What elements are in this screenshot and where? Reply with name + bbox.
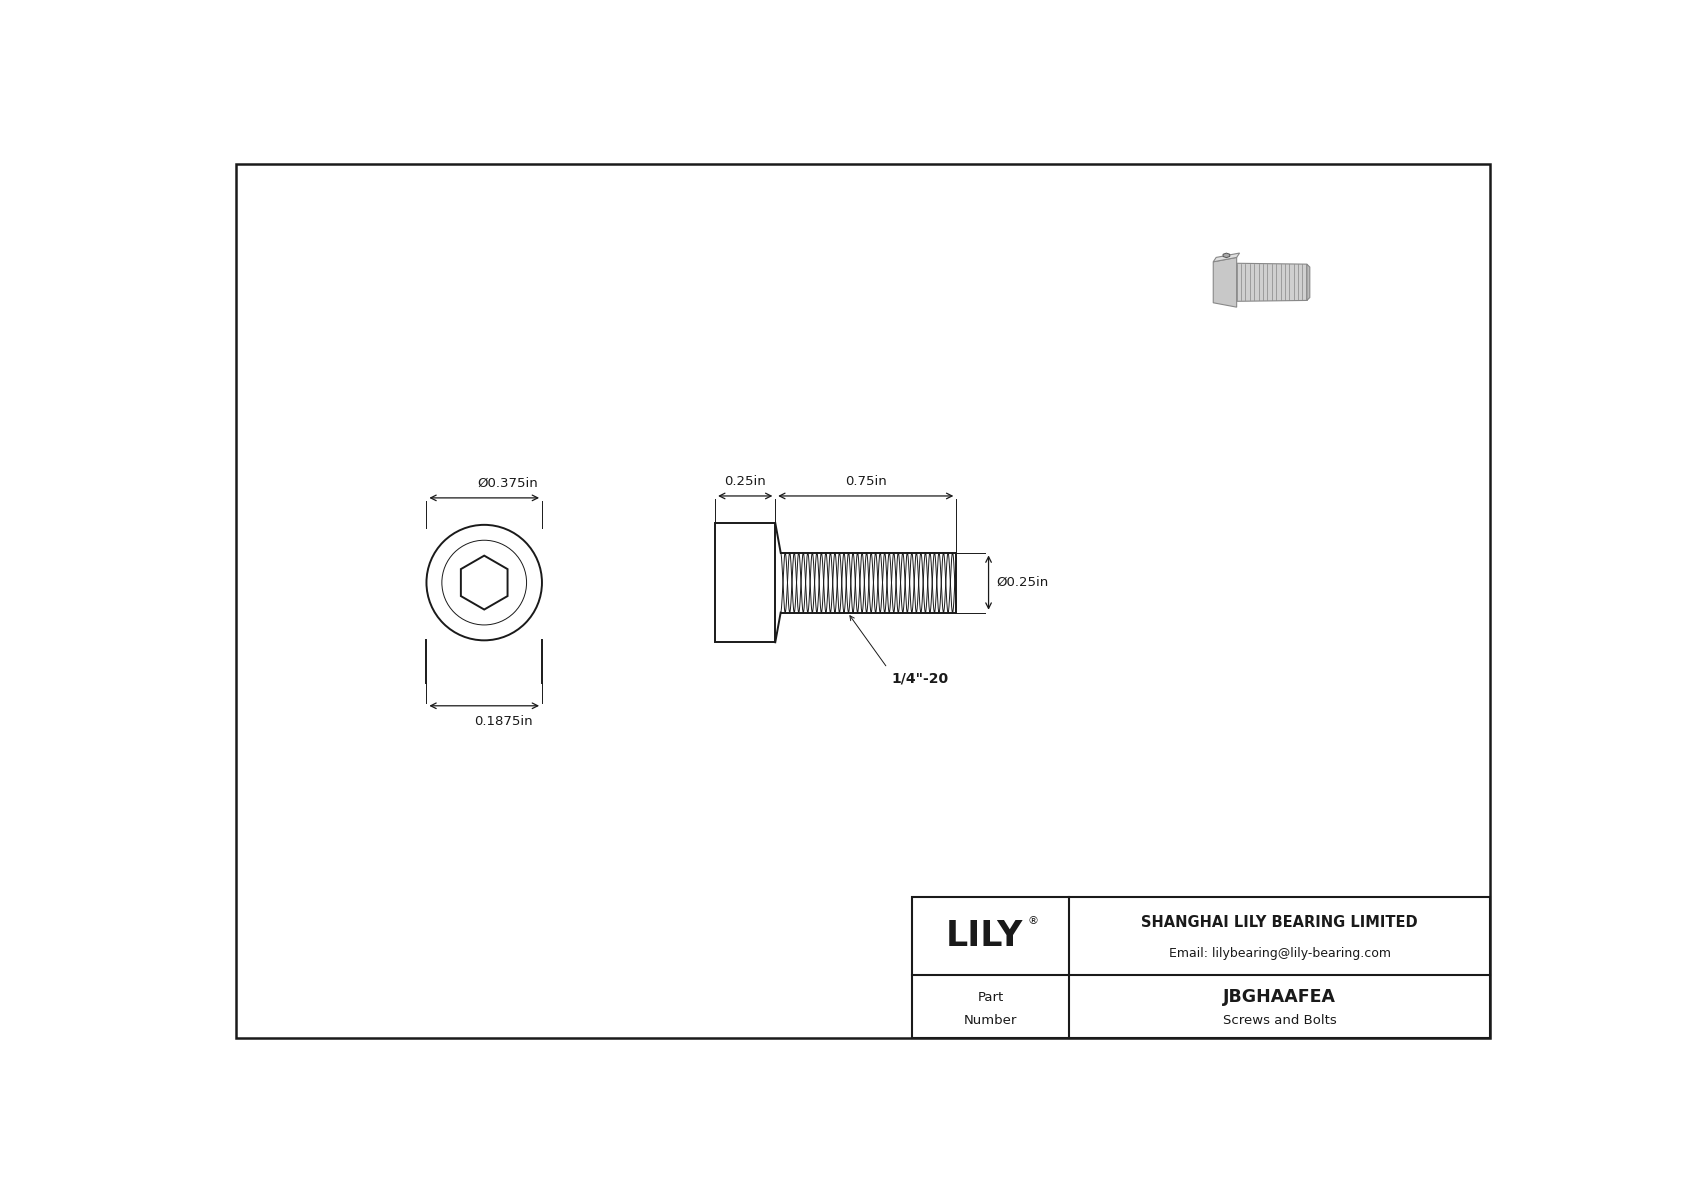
Polygon shape	[1236, 263, 1307, 301]
Polygon shape	[1212, 252, 1239, 262]
Text: Ø0.25in: Ø0.25in	[997, 576, 1049, 590]
Text: SHANGHAI LILY BEARING LIMITED: SHANGHAI LILY BEARING LIMITED	[1142, 915, 1418, 930]
Polygon shape	[1307, 264, 1310, 300]
Text: LILY: LILY	[946, 919, 1022, 953]
Text: 0.75in: 0.75in	[845, 475, 886, 488]
Text: 0.1875in: 0.1875in	[475, 715, 532, 728]
Text: Number: Number	[963, 1015, 1017, 1028]
Polygon shape	[1212, 257, 1236, 307]
Text: Email: lilybearing@lily-bearing.com: Email: lilybearing@lily-bearing.com	[1169, 947, 1391, 960]
Text: 0.25in: 0.25in	[724, 475, 766, 488]
Text: Ø0.375in: Ø0.375in	[477, 478, 537, 491]
Text: JBGHAAFEA: JBGHAAFEA	[1223, 989, 1335, 1006]
Polygon shape	[1223, 254, 1229, 257]
Text: Screws and Bolts: Screws and Bolts	[1223, 1015, 1337, 1028]
Text: 1/4"-20: 1/4"-20	[891, 672, 948, 686]
Bar	[911, 897, 1490, 1039]
Bar	[716, 523, 775, 642]
Text: ®: ®	[1027, 916, 1039, 925]
Text: Part: Part	[977, 991, 1004, 1004]
